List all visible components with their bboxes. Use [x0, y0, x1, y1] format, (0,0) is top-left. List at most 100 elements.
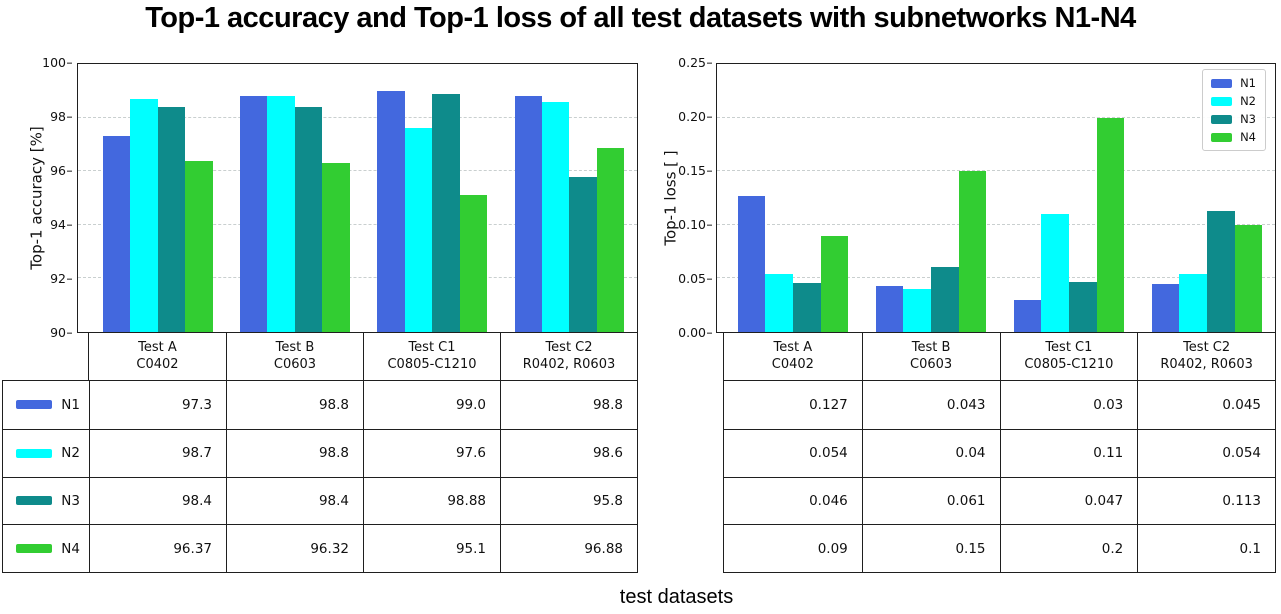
value-cell: 98.4 [226, 477, 363, 525]
bar-n1-group2 [875, 285, 904, 332]
legend-swatch-n2 [1211, 96, 1233, 106]
bar-group-4 [501, 64, 638, 332]
y-tick-label: 92 [50, 271, 66, 286]
value-cell: 0.045 [1137, 381, 1275, 429]
table-row-2: 0.054 0.04 0.11 0.054 [724, 428, 1275, 477]
bar-group-2 [862, 64, 1000, 332]
y-tick-mark [707, 224, 712, 226]
value-cell: 0.054 [809, 445, 848, 462]
bar-n2-group1 [765, 274, 793, 332]
series-swatch-n2 [16, 448, 52, 458]
table-row-n2: N2 98.7 98.8 97.6 98.6 [3, 428, 637, 477]
category-name: Test B [911, 340, 951, 355]
bar-n2-group1 [130, 98, 158, 332]
value-cell: 0.127 [809, 396, 848, 413]
series-swatch-n1 [16, 400, 52, 410]
gridline [717, 277, 1275, 279]
value-cell: 97.3 [89, 381, 226, 429]
y-tick-mark [67, 62, 72, 64]
value-cell: 0.043 [861, 381, 1000, 429]
bar-group-2 [226, 64, 363, 332]
category-header-cell-1: Test A C0402 [89, 333, 226, 380]
category-detail: C0603 [273, 356, 317, 372]
category-detail: C0402 [771, 356, 814, 372]
category-detail: C0603 [910, 356, 953, 372]
gridline [78, 116, 637, 118]
value-cell: 98.88 [363, 477, 500, 525]
value-cell: 98.8 [500, 381, 637, 429]
value-cell: 98.6 [500, 429, 637, 477]
row-label-cell: N1 [3, 381, 89, 429]
bar-n4-group3 [459, 195, 487, 332]
row-label-cell: N4 [3, 525, 89, 572]
category-detail: R0402, R0603 [522, 356, 616, 372]
row-label: N2 [61, 445, 80, 462]
bar-n2-group4 [541, 101, 570, 332]
bar-n1-group4 [1151, 283, 1180, 332]
bar-group-3 [1000, 64, 1138, 332]
y-tick-mark [707, 116, 712, 118]
bar-n4-group3 [1096, 117, 1125, 332]
bar-n4-group2 [322, 162, 350, 332]
bar-n4-group2 [958, 171, 987, 332]
row-label-cell: N3 [3, 478, 89, 525]
bar-n2-group2 [903, 289, 931, 332]
value-cell: 0.046 [809, 492, 848, 509]
category-name: Test C1 [408, 340, 456, 355]
bar-n3-group1 [793, 282, 821, 332]
legend-label-n1: N1 [1240, 76, 1256, 90]
value-cell: 0.11 [999, 429, 1138, 477]
category-name: Test C2 [545, 340, 593, 355]
gridline [78, 223, 637, 225]
row-label: N1 [61, 396, 80, 413]
bar-group-4 [1138, 64, 1276, 332]
accuracy-table-header: Test A C0402 Test B C0603 Test C1 C0805-C1210… [88, 332, 638, 381]
value-cell: 95.1 [363, 525, 500, 572]
value-cell: 99.0 [363, 381, 500, 429]
bar-n3-group2 [294, 106, 323, 332]
y-tick-label: 94 [50, 217, 66, 232]
y-tick-mark [707, 170, 712, 172]
bar-n1-group2 [240, 96, 268, 332]
y-tick-mark [67, 224, 72, 226]
category-name: Test B [275, 340, 315, 355]
value-cell: 0.113 [1137, 477, 1275, 525]
category-header-cell-1: Test A C0402 [724, 333, 862, 380]
legend: N1 N2 N3 N4 [1202, 69, 1266, 151]
bar-n1-group3 [377, 90, 405, 332]
y-tick-mark [707, 332, 712, 334]
loss-table-header: Test A C0402 Test B C0603 Test C1 C0805-C1210… [723, 332, 1276, 381]
value-cell: 0.15 [861, 525, 1000, 572]
figure-title: Top-1 accuracy and Top-1 loss of all tes… [145, 2, 1136, 34]
gridline [78, 277, 637, 279]
bar-n2-group4 [1179, 274, 1207, 332]
y-tick-label: 96 [50, 163, 66, 178]
value-cell: 97.6 [363, 429, 500, 477]
loss-y-tick-labels: 0.00 0.05 0.10 0.15 0.20 0.25 [671, 56, 712, 340]
y-tick-mark [67, 116, 72, 118]
value-cell: 98.7 [89, 429, 226, 477]
table-row-4: 0.09 0.15 0.2 0.1 [724, 524, 1275, 572]
bar-group-1 [724, 64, 862, 332]
legend-item-n2: N2 [1211, 94, 1256, 108]
value-cell: 0.2 [999, 525, 1138, 572]
y-tick-label: 0.25 [678, 55, 706, 70]
legend-label-n4: N4 [1240, 130, 1256, 144]
row-label: N3 [61, 492, 80, 509]
bar-n2-group3 [404, 128, 433, 332]
loss-chart-plot: N1 N2 N3 N4 [716, 63, 1276, 333]
bar-n3-group4 [1207, 210, 1235, 332]
value-cell: 95.8 [500, 477, 637, 525]
legend-item-n3: N3 [1211, 112, 1256, 126]
value-cell: 96.37 [89, 525, 226, 572]
bar-n1-group1 [102, 136, 131, 332]
bar-n3-group3 [1069, 281, 1097, 332]
category-name: Test A [773, 340, 813, 355]
legend-label-n2: N2 [1240, 94, 1256, 108]
value-cell: 0.061 [861, 477, 1000, 525]
bar-n3-group3 [432, 94, 460, 332]
category-detail: C0402 [136, 356, 179, 372]
accuracy-chart-plot [77, 63, 638, 333]
value-cell: 0.09 [817, 540, 848, 557]
bar-n1-group4 [514, 96, 542, 332]
